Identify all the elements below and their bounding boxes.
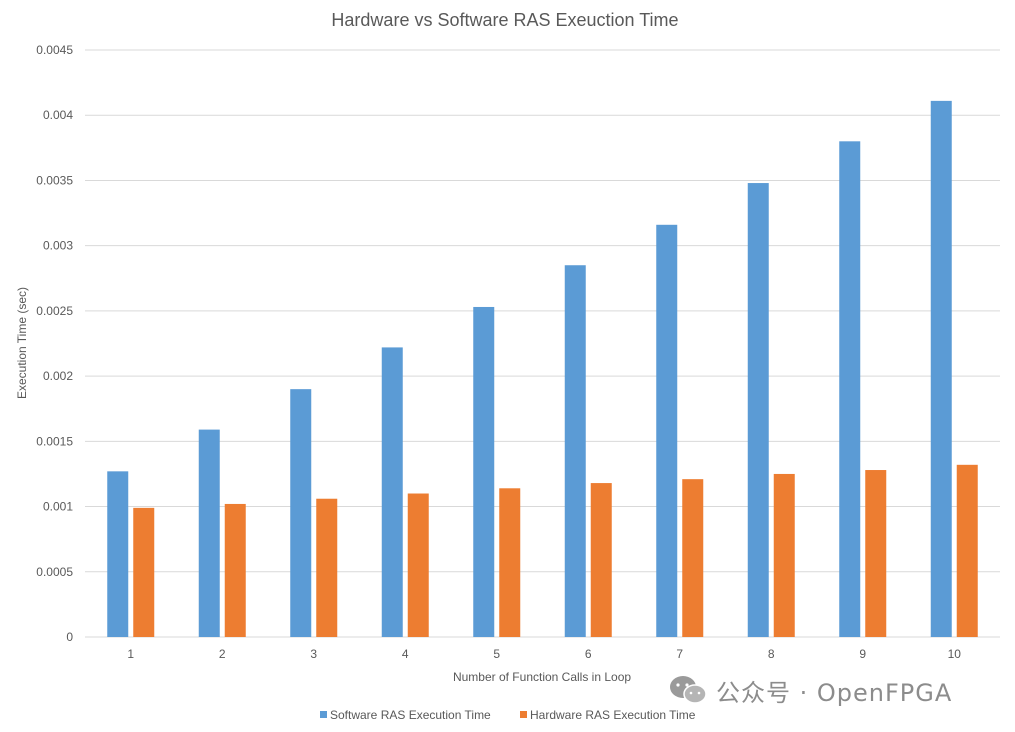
legend-swatch — [320, 711, 327, 718]
legend-swatch — [520, 711, 527, 718]
x-tick-label: 9 — [859, 647, 866, 661]
y-tick-label: 0.0035 — [36, 173, 73, 187]
bar-software — [839, 141, 861, 638]
watermark: 公众号 · OpenFPGA — [668, 672, 952, 708]
legend-label: Software RAS Execution Time — [330, 708, 491, 722]
x-tick-label: 2 — [219, 647, 226, 661]
bar-hardware — [773, 473, 795, 637]
y-tick-label: 0 — [66, 630, 73, 644]
x-tick-label: 10 — [948, 647, 962, 661]
bar-hardware — [865, 470, 887, 637]
y-axis-ticks: 0 0.0005 0.001 0.0015 0.002 0.0025 0.003 0.0035… — [36, 43, 73, 644]
y-tick-label: 0.004 — [43, 108, 73, 122]
x-tick-label: 6 — [585, 647, 592, 661]
bar-hardware — [682, 479, 704, 637]
x-axis-label: Number of Function Calls in Loop — [453, 670, 631, 684]
bar-software — [656, 224, 678, 637]
legend: Software RAS Execution Time Hardware RAS … — [320, 708, 696, 722]
bar-hardware — [407, 493, 429, 637]
x-tick-label: 7 — [676, 647, 683, 661]
bar-software — [930, 100, 952, 637]
chart-title: Hardware vs Software RAS Exeuction Time — [331, 10, 678, 30]
bar-software — [107, 471, 129, 637]
y-tick-label: 0.003 — [43, 239, 73, 253]
bar-software — [747, 183, 769, 637]
x-tick-label: 5 — [493, 647, 500, 661]
x-tick-label: 8 — [768, 647, 775, 661]
x-axis-ticks: 1 2 3 4 5 6 7 8 9 10 — [127, 647, 961, 661]
bar-hardware — [499, 488, 521, 637]
y-tick-label: 0.0025 — [36, 304, 73, 318]
bar-software — [564, 265, 586, 637]
bar-software — [198, 429, 220, 637]
bar-hardware — [590, 483, 612, 637]
bar-software — [473, 306, 495, 637]
bar-hardware — [316, 498, 338, 637]
x-tick-label: 3 — [310, 647, 317, 661]
gridlines — [85, 49, 1000, 638]
bar-hardware — [956, 464, 978, 637]
x-tick-label: 1 — [127, 647, 134, 661]
watermark-text: 公众号 · OpenFPGA — [716, 678, 953, 707]
y-tick-label: 0.002 — [43, 369, 73, 383]
bar-software — [290, 389, 312, 637]
x-tick-label: 4 — [402, 647, 409, 661]
bars — [107, 100, 978, 638]
y-tick-label: 0.001 — [43, 500, 73, 514]
wechat-icon — [668, 674, 708, 706]
bar-hardware — [224, 503, 246, 637]
bar-software — [381, 347, 403, 637]
y-tick-label: 0.0045 — [36, 43, 73, 57]
legend-label: Hardware RAS Execution Time — [530, 708, 696, 722]
bar-hardware — [133, 507, 155, 637]
y-tick-label: 0.0015 — [36, 434, 73, 448]
y-tick-label: 0.0005 — [36, 565, 73, 579]
y-axis-label: Execution Time (sec) — [15, 287, 29, 399]
